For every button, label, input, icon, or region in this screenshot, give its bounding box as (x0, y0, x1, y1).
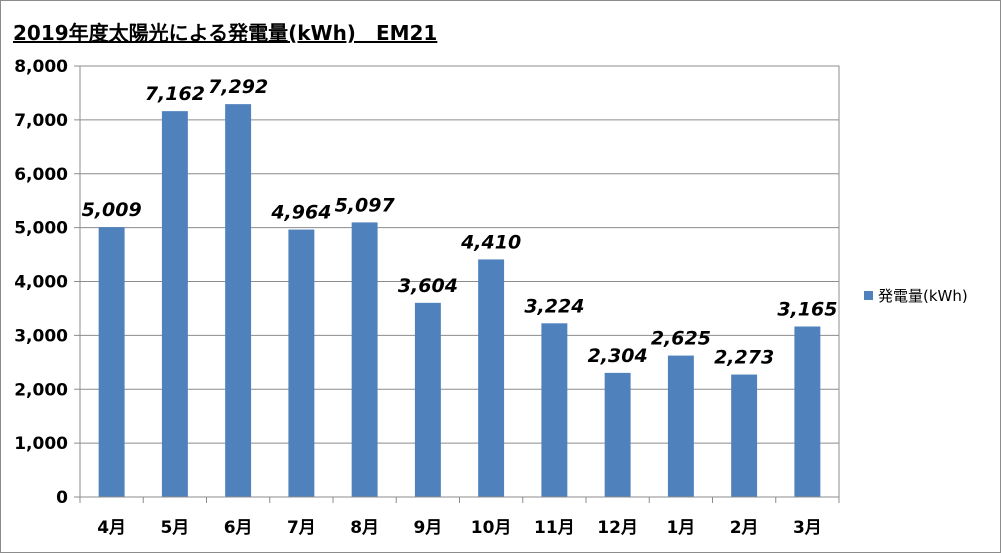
bar (161, 111, 188, 497)
bar (225, 104, 252, 498)
data-label: 5,009 (82, 199, 142, 221)
x-category-label: 8月 (350, 518, 379, 538)
data-label: 7,162 (145, 83, 205, 105)
bar (731, 374, 758, 497)
y-tick-label: 5,000 (14, 219, 68, 239)
x-category-label: 7月 (287, 518, 316, 538)
bar (667, 355, 694, 497)
x-category-label: 2月 (730, 518, 759, 538)
bar (288, 229, 315, 497)
bar (541, 323, 568, 497)
bar (794, 326, 821, 497)
bar (414, 302, 441, 497)
bar (478, 259, 505, 497)
data-label: 2,304 (588, 345, 648, 367)
data-label: 5,097 (335, 194, 396, 216)
legend-swatch (864, 291, 873, 300)
bar (98, 227, 125, 497)
y-tick-label: 1,000 (14, 434, 68, 454)
y-tick-label: 7,000 (14, 111, 68, 131)
data-label: 2,625 (651, 328, 711, 350)
x-category-label: 3月 (793, 518, 822, 538)
data-label: 3,224 (524, 295, 584, 317)
legend: 発電量(kWh) (864, 287, 968, 305)
x-category-label: 6月 (224, 518, 253, 538)
x-category-label: 10月 (471, 518, 512, 538)
y-tick-label: 4,000 (14, 273, 68, 293)
data-label: 4,410 (460, 231, 521, 253)
data-label: 7,292 (208, 76, 268, 98)
x-category-label: 4月 (97, 518, 126, 538)
gridlines (80, 65, 839, 444)
chart-title: 2019年度太陽光による発電量(kWh) EM21 (13, 21, 438, 45)
x-category-label: 1月 (666, 518, 695, 538)
bar (351, 222, 378, 498)
data-label: 3,165 (777, 298, 837, 320)
y-tick-label: 8,000 (14, 57, 68, 77)
axes: 0 1,000 2,000 3,000 4,000 5,000 6,000 7,000 8,00… (14, 57, 840, 538)
bar-series (98, 104, 821, 498)
x-category-label: 5月 (160, 518, 189, 538)
data-label: 2,273 (714, 347, 774, 369)
y-tick-label: 6,000 (14, 165, 68, 185)
x-category-label: 12月 (597, 518, 638, 538)
x-category-label: 11月 (534, 518, 575, 538)
bar (604, 372, 631, 497)
data-label: 3,604 (398, 275, 458, 297)
y-tick-label: 0 (56, 488, 68, 508)
y-tick-label: 3,000 (14, 326, 68, 346)
y-tick-label: 2,000 (14, 380, 68, 400)
legend-label: 発電量(kWh) (878, 287, 968, 305)
data-label: 4,964 (270, 202, 331, 224)
x-category-label: 9月 (413, 518, 442, 538)
